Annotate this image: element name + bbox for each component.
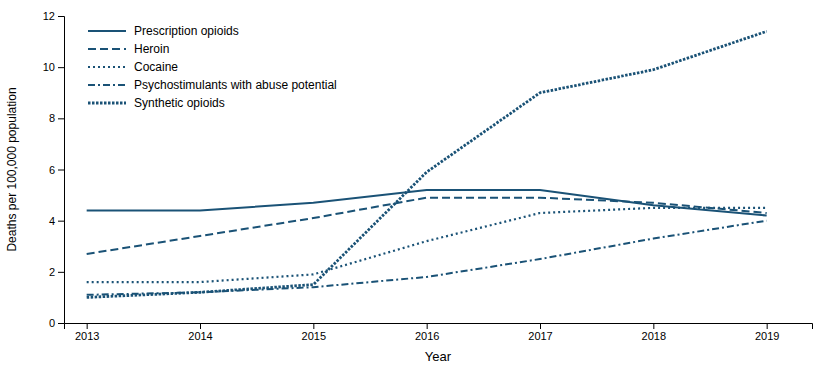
x-tick: 2017 — [528, 323, 552, 342]
plot-area: 2013 2014 2015 2016 2017 2018 2019 0 2 4 6 8 10 12 Pre… — [43, 10, 813, 342]
x-tick-mark — [427, 323, 428, 329]
legend-item: Heroin — [88, 42, 169, 56]
y-tick: 6 — [49, 164, 64, 176]
x-tick-mark — [540, 323, 541, 329]
y-axis-title: Deaths per 100,000 population — [5, 87, 19, 251]
y-tick-label: 8 — [49, 112, 55, 124]
y-tick-mark — [58, 170, 64, 171]
x-axis-title: Year — [425, 349, 452, 364]
y-tick-mark — [58, 16, 64, 17]
x-tick-label: 2018 — [642, 330, 666, 342]
legend-swatch — [88, 66, 126, 68]
x-tick-mark — [767, 323, 768, 329]
x-tick-label: 2016 — [415, 330, 439, 342]
legend-label: Prescription opioids — [134, 24, 239, 38]
x-tick: 2018 — [642, 323, 666, 342]
series-line — [87, 190, 767, 216]
y-tick: 2 — [49, 266, 64, 278]
y-tick-mark — [58, 67, 64, 68]
x-tick: 2019 — [755, 323, 779, 342]
legend-item: Cocaine — [88, 60, 178, 74]
chart: 2013 2014 2015 2016 2017 2018 2019 0 2 4 6 8 10 12 Pre… — [0, 0, 834, 369]
x-tick-label: 2015 — [302, 330, 326, 342]
y-tick-label: 6 — [49, 164, 55, 176]
legend-swatch — [88, 84, 126, 86]
y-axis-line — [58, 17, 65, 324]
legend-item: Prescription opioids — [88, 24, 239, 38]
series-line — [87, 221, 767, 295]
x-tick: 2015 — [302, 323, 326, 342]
y-tick-label: 12 — [43, 10, 55, 22]
legend-swatch — [88, 102, 126, 105]
y-axis: 0 2 4 6 8 10 12 — [43, 10, 65, 329]
legend-swatch — [88, 30, 126, 32]
x-tick-mark — [87, 323, 88, 329]
series-line — [87, 31, 767, 297]
y-tick: 4 — [49, 215, 64, 227]
legend-swatch — [88, 48, 126, 50]
y-tick: 0 — [49, 317, 64, 329]
x-tick-label: 2017 — [528, 330, 552, 342]
y-tick-label: 10 — [43, 61, 55, 73]
x-tick: 2014 — [188, 323, 212, 342]
y-tick-label: 0 — [49, 317, 55, 329]
x-axis-line — [65, 324, 813, 330]
x-tick-label: 2013 — [75, 330, 99, 342]
lines — [87, 31, 767, 297]
y-tick: 12 — [43, 10, 64, 22]
x-tick-label: 2019 — [755, 330, 779, 342]
y-tick-mark — [58, 118, 64, 119]
x-tick-mark — [653, 323, 654, 329]
legend-label: Heroin — [134, 42, 169, 56]
y-tick: 10 — [43, 61, 64, 73]
y-tick-mark — [58, 221, 64, 222]
legend-label: Synthetic opioids — [134, 96, 225, 110]
x-tick-mark — [200, 323, 201, 329]
y-tick-label: 4 — [49, 215, 55, 227]
x-axis: 2013 2014 2015 2016 2017 2018 2019 — [65, 323, 813, 342]
y-tick-mark — [58, 272, 64, 273]
legend-label: Psychostimulants with abuse potential — [134, 78, 337, 92]
x-tick-mark — [313, 323, 314, 329]
series-line — [87, 198, 767, 254]
legend-label: Cocaine — [134, 60, 178, 74]
legend: Prescription opioids Heroin Cocaine Psychos… — [88, 24, 337, 110]
x-tick-label: 2014 — [188, 330, 212, 342]
y-tick-label: 2 — [49, 266, 55, 278]
y-tick: 8 — [49, 112, 64, 124]
x-tick: 2016 — [415, 323, 439, 342]
x-tick: 2013 — [75, 323, 99, 342]
legend-item: Synthetic opioids — [88, 96, 225, 110]
y-tick-mark — [58, 323, 64, 324]
legend-item: Psychostimulants with abuse potential — [88, 78, 337, 92]
series-line — [87, 208, 767, 282]
